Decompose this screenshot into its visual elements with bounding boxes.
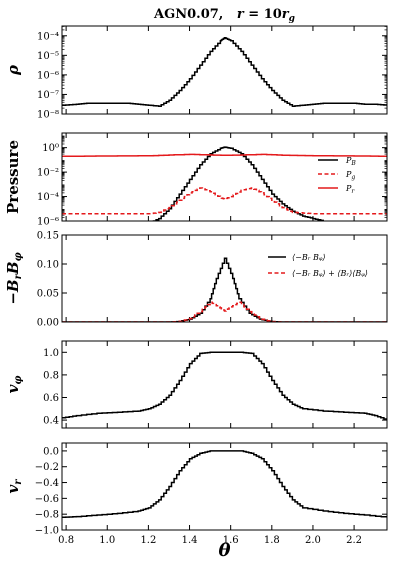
panel-vr: −1.0 −0.8 −0.6 −0.4 −0.2 0.0 0.8 1.0 1.2 1.4 1.6 1.… [4,442,388,546]
y-axis-label: vφ [4,376,24,394]
panel-pressure: 10⁻⁶ 10⁻⁴ 10⁻² 10⁰ Pressure PB Pg Pr [4,132,388,228]
panel-vphi: 0.4 0.6 0.8 1.0 vφ [4,340,388,429]
x-tick-label: 0.8 [58,535,74,546]
axes-frame [61,132,388,222]
y-tick-label: 0.00 [37,318,59,329]
y-axis-label: Pressure [4,140,22,214]
x-tick-label: 2.2 [346,535,362,546]
axes-frame [61,234,388,323]
legend-label: Pr [345,184,355,195]
y-tick-label: 0.05 [37,289,59,300]
legend-label: ⟨−Bᵣ Bᵩ⟩ + ⟨Bᵣ⟩⟨Bᵩ⟩ [292,269,368,278]
y-tick-label: 0.0 [43,446,59,457]
y-tick-label: 0.10 [37,260,59,271]
legend-label: ⟨−Bᵣ Bᵩ⟩ [292,253,326,262]
figure-title: AGN0.07, r = 10rg [153,7,295,24]
y-tick-label: 10⁻⁴ [37,31,59,42]
y-tick-label: 10⁻⁴ [37,192,59,203]
x-tick-label: 1.6 [223,535,239,546]
x-tick-label: 1.4 [182,535,198,546]
legend-label: Pg [345,170,355,181]
y-tick-label: 10⁻⁸ [37,110,59,121]
y-tick-label: −0.4 [35,478,59,489]
y-tick-label: −0.6 [35,494,59,505]
y-tick-label: 10⁻⁷ [37,90,59,101]
series-line-vphi-0 [62,351,387,421]
y-axis-label: ρ [4,64,22,76]
y-tick-label: 0.8 [43,370,59,381]
y-tick-label: 1.0 [43,348,59,359]
y-tick-label: 0.4 [43,416,59,427]
x-tick-label: 2.0 [305,535,321,546]
series-line-stress-0 [62,257,387,322]
y-axis-label: vr [4,479,24,494]
y-tick-label: 10⁻² [37,168,59,179]
x-tick-label: 1.2 [140,535,156,546]
y-tick-label: 0.6 [43,393,59,404]
series-line-pressure-2 [62,153,387,157]
y-tick-label: 0.15 [37,231,59,242]
y-tick-label: 10⁻⁶ [37,70,59,81]
x-axis-label: θ [218,540,230,561]
legend-label: PB [345,156,356,167]
series-line-rho-0 [62,36,387,107]
y-tick-label: 10⁻⁵ [37,51,59,62]
y-tick-label: −0.8 [35,510,59,521]
y-tick-label: −0.2 [35,462,59,473]
series-line-stress-1 [62,301,387,322]
y-axis-label: −BrBφ [4,252,24,304]
y-tick-label: −1.0 [35,526,59,537]
axes-frame [61,340,388,429]
panel-stress: 0.00 0.05 0.10 0.15 −BrBφ ⟨−Bᵣ Bᵩ⟩ ⟨−Bᵣ Bᵩ⟩ + … [4,231,388,329]
series-line-pressure-1 [62,187,387,215]
axes-frame [61,25,388,115]
panel-rho: 10⁻⁸ 10⁻⁷ 10⁻⁶ 10⁻⁵ 10⁻⁴ ρ [4,25,388,121]
axes-frame [61,442,388,531]
series-line-vr-0 [62,450,387,519]
x-tick-label: 1.8 [264,535,280,546]
x-tick-label: 1.0 [99,535,115,546]
y-tick-label: 10⁰ [42,143,59,154]
y-tick-label: 10⁻⁶ [37,217,59,228]
